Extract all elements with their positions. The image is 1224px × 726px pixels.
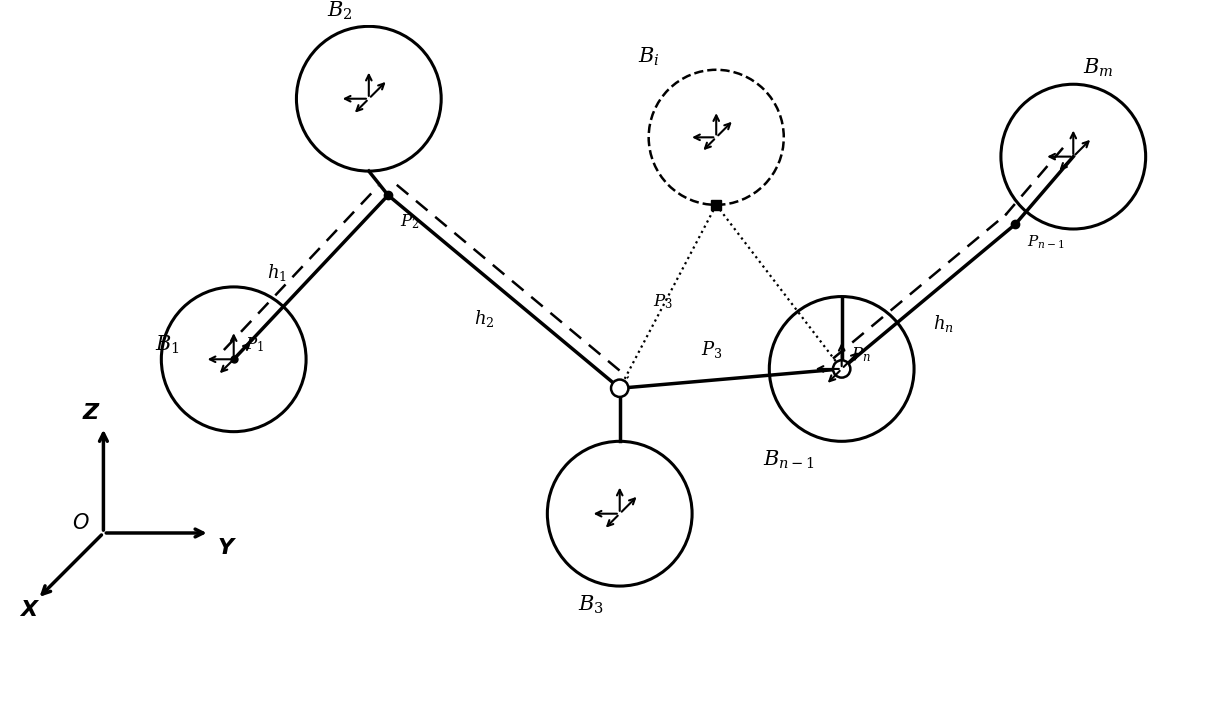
Text: O: O (72, 513, 89, 533)
Text: $B_i$: $B_i$ (638, 46, 660, 68)
Text: $P_2$: $P_2$ (400, 213, 420, 232)
Text: $B_1$: $B_1$ (154, 334, 180, 356)
Text: $h_n$: $h_n$ (933, 313, 953, 334)
Text: $P_1$: $P_1$ (245, 335, 264, 354)
Circle shape (834, 360, 851, 378)
Text: $P_3$: $P_3$ (654, 293, 673, 311)
Text: Z: Z (82, 403, 98, 423)
Text: X: X (21, 600, 38, 620)
Text: $B_m$: $B_m$ (1083, 57, 1114, 79)
Text: $B_{n-1}$: $B_{n-1}$ (763, 449, 815, 471)
Text: $P_3$: $P_3$ (700, 339, 722, 360)
Text: $P_n$: $P_n$ (852, 346, 871, 364)
Circle shape (611, 380, 628, 397)
Text: $B_2$: $B_2$ (327, 0, 353, 22)
Text: $h_2$: $h_2$ (475, 309, 494, 330)
Text: Y: Y (218, 538, 234, 558)
Text: $P_{n-1}$: $P_{n-1}$ (1027, 234, 1065, 251)
Text: $h_1$: $h_1$ (267, 262, 288, 283)
Text: $B_3$: $B_3$ (578, 594, 603, 616)
